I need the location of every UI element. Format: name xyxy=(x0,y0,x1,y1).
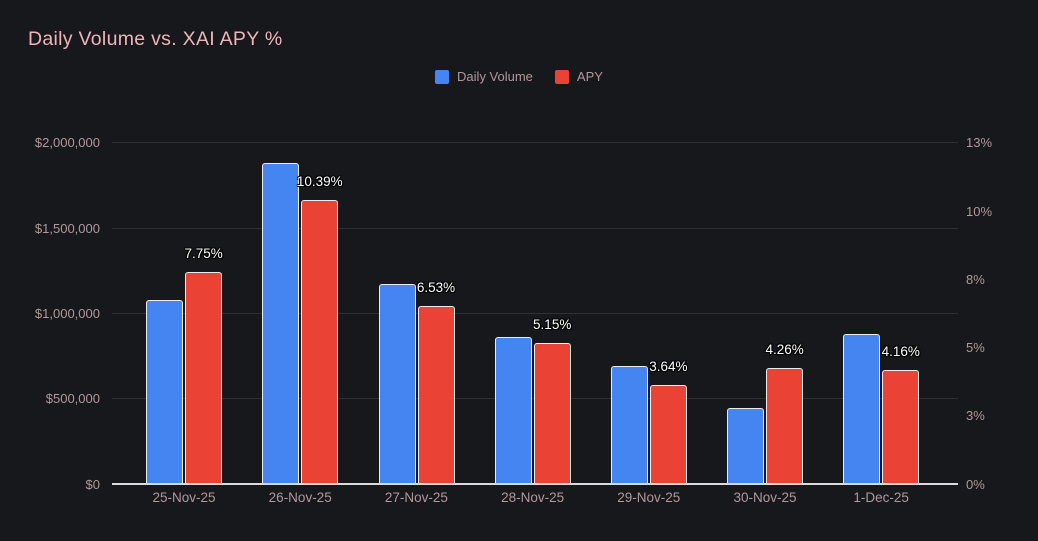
gridline xyxy=(112,312,958,314)
apy-swatch-icon xyxy=(554,69,569,84)
left-axis-tick-label: $1,000,000 xyxy=(34,305,100,321)
apy-data-label: 5.15% xyxy=(533,317,572,333)
x-axis-tick-label: 30-Nov-25 xyxy=(733,490,797,505)
gridline xyxy=(112,142,958,144)
x-axis-tick-label: 25-Nov-25 xyxy=(152,490,216,505)
legend-item-daily-volume[interactable]: Daily Volume xyxy=(435,69,533,84)
apy-bar[interactable] xyxy=(417,305,455,484)
x-axis-tick-label: 27-Nov-25 xyxy=(384,490,448,505)
daily-volume-bar[interactable] xyxy=(727,408,765,484)
apy-bar[interactable] xyxy=(649,384,687,484)
right-axis-tick-label: 0% xyxy=(966,476,985,492)
right-axis-tick-label: 10% xyxy=(966,203,993,219)
x-axis-line xyxy=(112,483,958,485)
apy-data-label: 3.64% xyxy=(649,358,688,374)
right-axis-tick-label: 8% xyxy=(966,271,985,287)
apy-data-label: 4.16% xyxy=(881,344,920,360)
x-axis-tick-label: 1-Dec-25 xyxy=(853,490,909,505)
daily-volume-swatch-icon xyxy=(435,69,450,84)
chart-title: Daily Volume vs. XAI APY % xyxy=(28,28,283,50)
daily-volume-bar[interactable] xyxy=(610,366,648,484)
apy-data-label: 10.39% xyxy=(296,174,343,190)
apy-bar[interactable] xyxy=(185,272,223,484)
apy-data-label: 7.75% xyxy=(184,246,223,262)
right-axis-tick-label: 3% xyxy=(966,408,985,424)
daily-volume-bar[interactable] xyxy=(378,283,416,484)
apy-bar[interactable] xyxy=(301,200,339,484)
left-axis-tick-label: $500,000 xyxy=(45,391,100,407)
legend-item-apy[interactable]: APY xyxy=(554,69,603,84)
left-axis-tick-label: $0 xyxy=(85,476,100,492)
right-axis-tick-label: 13% xyxy=(966,135,993,151)
daily-volume-bar[interactable] xyxy=(146,299,184,484)
legend-label-apy: APY xyxy=(576,69,603,84)
apy-bar[interactable] xyxy=(766,367,804,484)
daily-volume-bar[interactable] xyxy=(843,333,881,484)
apy-data-label: 4.26% xyxy=(765,341,804,357)
apy-bar[interactable] xyxy=(882,370,920,484)
gridline xyxy=(112,227,958,229)
daily-volume-bar[interactable] xyxy=(262,163,300,484)
left-axis-tick-label: $1,500,000 xyxy=(34,220,100,236)
x-axis-tick-label: 26-Nov-25 xyxy=(268,490,332,505)
right-axis-tick-label: 5% xyxy=(966,340,985,355)
x-axis-tick-label: 28-Nov-25 xyxy=(501,490,565,505)
daily-volume-bar[interactable] xyxy=(494,337,532,484)
x-axis-tick-label: 29-Nov-25 xyxy=(617,490,681,505)
left-axis-tick-label: $2,000,000 xyxy=(34,135,100,151)
apy-data-label: 6.53% xyxy=(416,279,456,295)
chart-legend: Daily Volume APY xyxy=(0,69,1038,84)
legend-label-daily-volume: Daily Volume xyxy=(457,69,533,84)
apy-bar[interactable] xyxy=(533,343,571,484)
